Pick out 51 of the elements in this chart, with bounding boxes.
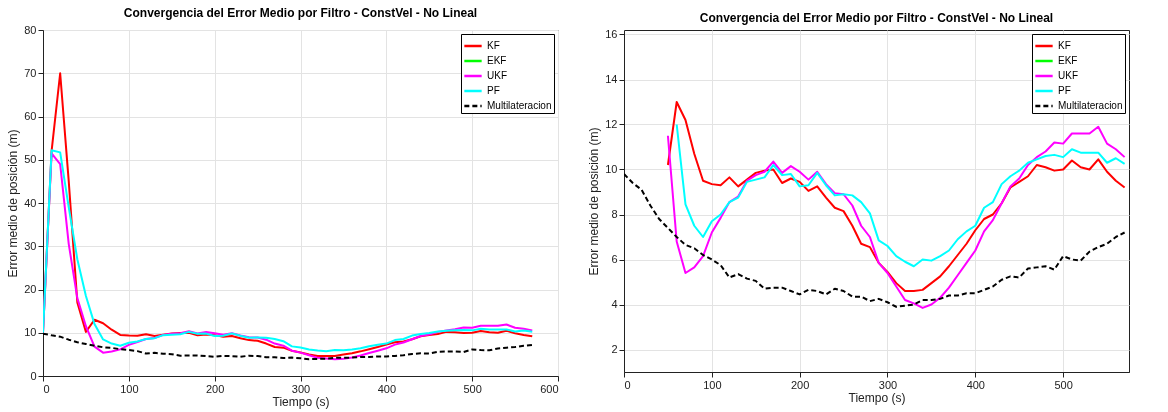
y-tick-label: 4: [611, 298, 618, 310]
legend-label: PF: [1058, 85, 1071, 96]
x-axis-title: Tiempo (s): [848, 390, 906, 405]
x-tick-label: 600: [540, 382, 559, 395]
line-series: [43, 332, 534, 361]
legend-label: PF: [487, 85, 500, 96]
y-tick-label: 10: [605, 163, 618, 175]
y-tick-label: 8: [611, 208, 618, 220]
x-tick-label: 0: [43, 382, 50, 395]
y-axis-title: Error medio de posición (m): [587, 127, 602, 276]
y-tick-label: 0: [30, 369, 37, 382]
y-tick-label: 10: [24, 326, 37, 339]
chart-title: Convergencia del Error Medio por Filtro - ConstVel - No Lineal: [699, 10, 1054, 25]
y-tick-label: 50: [24, 153, 37, 166]
x-tick-label: 100: [703, 378, 722, 391]
x-tick-label: 200: [205, 382, 225, 395]
y-tick-label: 30: [24, 239, 37, 252]
x-tick-label: 400: [966, 378, 985, 391]
y-tick-label: 70: [24, 66, 37, 79]
legend-label: EKF: [1058, 55, 1078, 66]
x-tick-label: 0: [624, 378, 631, 391]
y-tick-label: 6: [611, 253, 618, 265]
legend-label: UKF: [1058, 70, 1078, 81]
legend-label: KF: [487, 40, 500, 51]
y-tick-label: 80: [24, 23, 37, 36]
x-tick-label: 100: [120, 382, 139, 395]
y-tick-label: 12: [605, 118, 618, 130]
y-axis-title: Error medio de posición (m): [6, 129, 21, 278]
line-series: [624, 173, 1126, 308]
chart-title: Convergencia del Error Medio por Filtro - ConstVel - No Lineal: [123, 6, 478, 20]
legend-label: EKF: [487, 55, 507, 66]
y-tick-label: 14: [605, 73, 618, 85]
y-tick-label: 60: [24, 110, 37, 122]
x-tick-label: 500: [463, 382, 482, 395]
x-axis-title: Tiempo (s): [272, 394, 330, 409]
x-tick-label: 300: [878, 378, 898, 391]
line-series: [675, 123, 1126, 268]
x-tick-label: 500: [1054, 378, 1073, 391]
legend-label: Multilateracion: [487, 100, 552, 111]
x-tick-label: 400: [377, 382, 397, 395]
legend-label: KF: [1058, 40, 1071, 51]
line-series: [666, 125, 1126, 309]
y-tick-label: 20: [24, 283, 37, 295]
line-series: [666, 101, 1126, 292]
y-tick-label: 16: [605, 28, 618, 40]
legend-label: Multilateracion: [1058, 100, 1123, 111]
x-tick-label: 200: [790, 378, 810, 391]
y-tick-label: 2: [611, 343, 618, 355]
x-tick-label: 300: [291, 382, 311, 395]
y-tick-label: 40: [24, 196, 37, 209]
legend-label: UKF: [487, 70, 507, 81]
